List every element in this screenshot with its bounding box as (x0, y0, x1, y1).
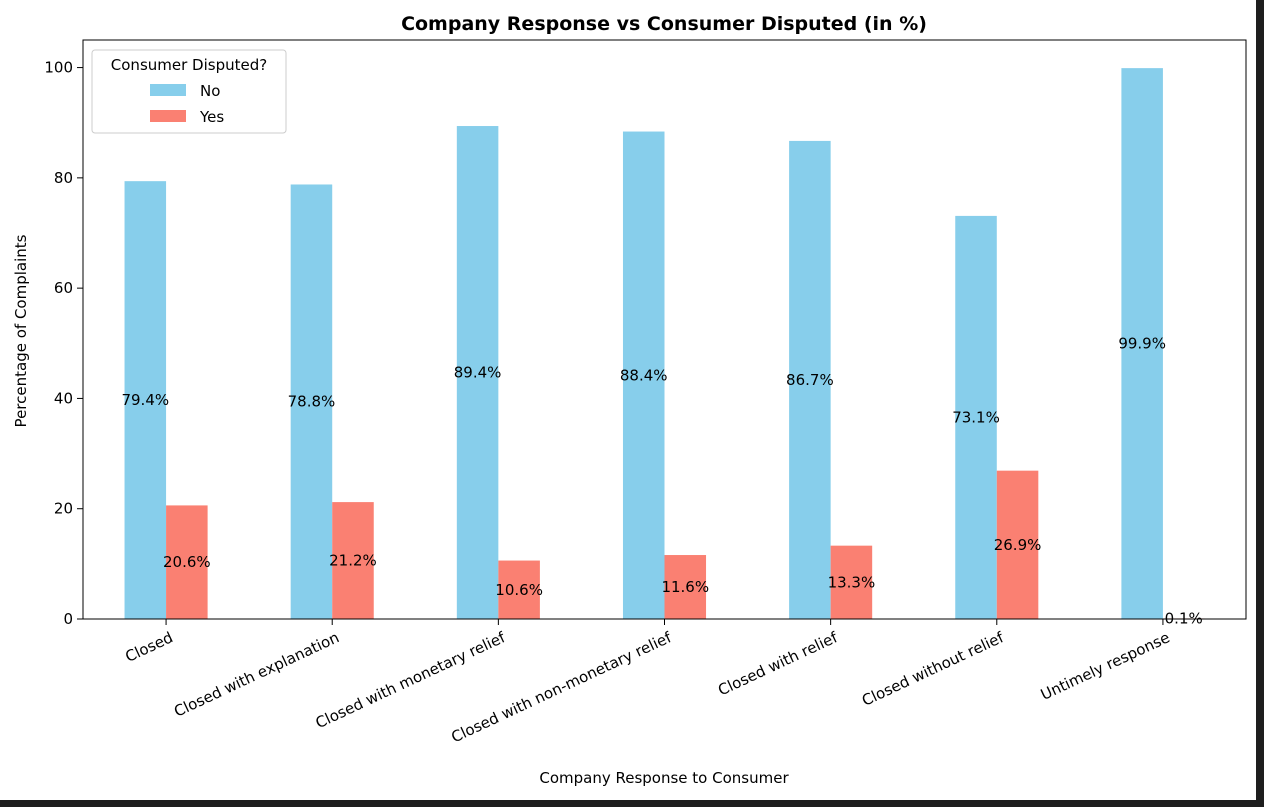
legend-label-no: No (200, 82, 220, 100)
y-tick-label: 80 (54, 169, 73, 187)
data-label-yes: 20.6% (163, 553, 211, 571)
legend-box (91, 49, 287, 134)
bar-yes (830, 545, 873, 619)
bar-yes (332, 502, 374, 619)
x-tick-label: Closed (122, 628, 175, 666)
data-label-no: 86.7% (786, 371, 834, 389)
x-tick-label: Closed without relief (859, 628, 1007, 710)
x-tick-label: Closed with explanation (171, 628, 342, 720)
legend-label-yes: Yes (199, 108, 224, 126)
y-tick-label: 60 (54, 279, 73, 297)
x-axis-label: Company Response to Consumer (539, 769, 789, 787)
bar-no (622, 131, 665, 619)
data-label-yes: 10.6% (495, 581, 543, 599)
y-tick-label: 100 (44, 59, 73, 77)
bar-no (290, 184, 333, 619)
legend: Consumer Disputed? No Yes (91, 49, 287, 134)
x-tick-label: Closed with relief (715, 628, 841, 699)
data-label-yes: 13.3% (828, 573, 876, 591)
bar-no (1121, 68, 1163, 619)
data-label-no: 99.9% (1118, 335, 1166, 353)
data-label-no: 73.1% (952, 408, 1000, 426)
y-tick-label: 20 (54, 500, 73, 518)
x-tick-label: Untimely response (1038, 628, 1173, 704)
y-tick-label: 40 (54, 389, 73, 407)
bar-no (789, 140, 831, 619)
bar-no (955, 215, 997, 620)
bar-yes (498, 560, 540, 619)
bar-yes (996, 470, 1039, 619)
legend-title: Consumer Disputed? (111, 56, 267, 74)
data-label-yes: 21.2% (329, 552, 377, 570)
legend-swatch-no (150, 84, 186, 96)
data-label-no: 88.4% (620, 366, 668, 384)
y-tick-label: 0 (63, 610, 73, 628)
bar-no (124, 181, 167, 619)
y-axis-label: Percentage of Complaints (12, 234, 30, 427)
data-label-no: 89.4% (454, 364, 502, 382)
data-label-yes: 26.9% (994, 536, 1042, 554)
chart-title: Company Response vs Consumer Disputed (i… (401, 13, 927, 35)
data-label-no: 78.8% (288, 393, 336, 411)
data-label-yes: 11.6% (661, 578, 709, 596)
legend-swatch-yes (150, 110, 186, 122)
data-label-no: 79.4% (121, 391, 169, 409)
bar-yes (664, 555, 707, 619)
bar-yes (166, 505, 208, 619)
bar-no (456, 126, 499, 619)
